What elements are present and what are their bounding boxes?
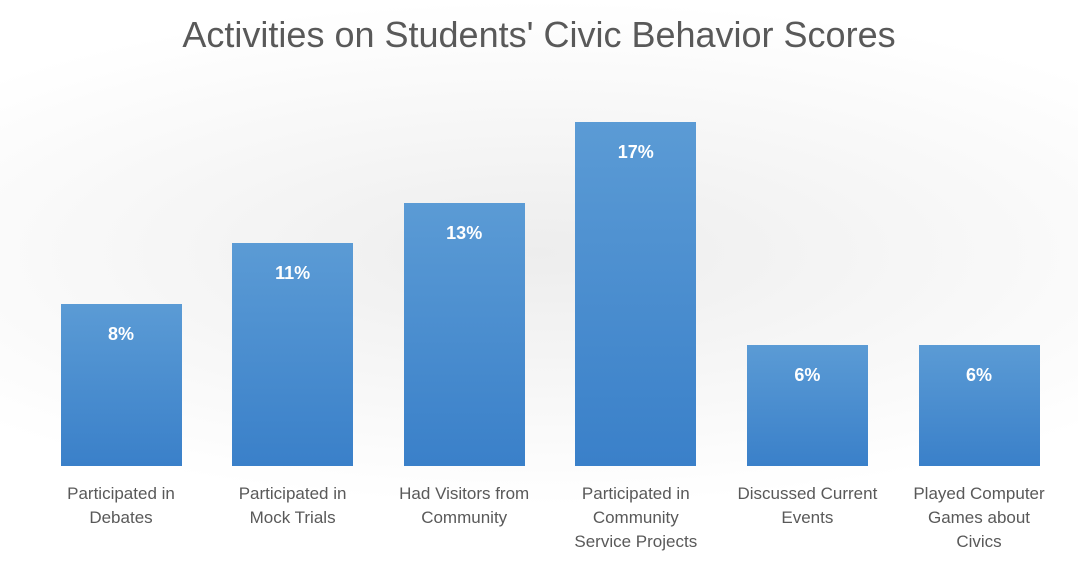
x-tick-label: Participated in Mock Trials <box>238 484 347 527</box>
data-label: 8% <box>107 324 134 345</box>
bar: 17% <box>575 122 697 466</box>
x-tick-label: Had Visitors from Community <box>399 484 530 527</box>
data-label: 17% <box>617 142 654 162</box>
bar: 6% <box>918 344 1040 466</box>
data-label: 6% <box>794 364 821 385</box>
x-tick-label: Played Computer Games about Civics <box>913 484 1045 551</box>
bar: 13% <box>403 202 525 466</box>
bar: 8% <box>60 304 182 466</box>
x-tick-label: Participated in Community Service Projec… <box>574 484 698 551</box>
x-tick-label: Discussed Current Events <box>737 484 878 527</box>
data-label: 6% <box>965 364 992 385</box>
data-label: 13% <box>446 222 483 243</box>
x-tick-label: Participated in Debates <box>67 484 175 527</box>
bar: 6% <box>746 344 868 466</box>
chart-title: Activities on Students' Civic Behavior S… <box>182 14 896 55</box>
data-label: 11% <box>275 263 311 284</box>
bar: 11% <box>232 243 354 466</box>
